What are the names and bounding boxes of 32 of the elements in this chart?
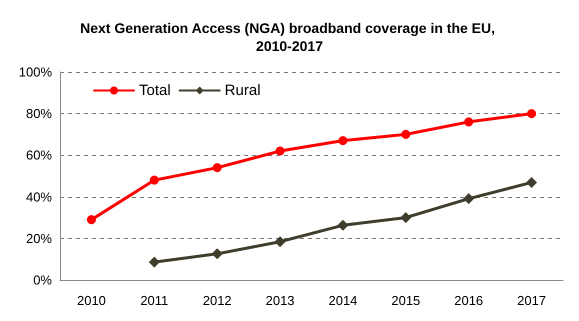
x-tick-label: 2011 [140, 293, 168, 308]
y-tick-label: 100% [18, 64, 52, 80]
point [527, 109, 536, 118]
point [212, 163, 222, 172]
y-tick-label: 0% [33, 272, 52, 288]
legend-label: Total [139, 82, 171, 99]
x-tick-label: 2013 [266, 293, 295, 308]
chart-title: Next Generation Access (NGA) broadband coverage in the EU, 2010-2017 [80, 20, 499, 54]
x-tick-label: 2010 [76, 293, 106, 308]
legend-label: Rural [224, 82, 261, 99]
point [86, 215, 96, 224]
point [463, 193, 474, 204]
x-tick-label: 2016 [454, 293, 484, 308]
point [338, 136, 348, 146]
point [212, 248, 223, 260]
point [148, 256, 160, 268]
x-tick-label: 2015 [391, 293, 420, 308]
point [276, 146, 285, 156]
y-tick-label: 60% [26, 148, 52, 163]
point [150, 176, 159, 185]
x-tick-label: 2017 [517, 293, 546, 308]
x-tick-label: 2012 [202, 293, 232, 308]
y-tick-label: 20% [26, 230, 52, 246]
x-tick-label: 2014 [328, 293, 358, 308]
point [526, 176, 538, 188]
point [274, 236, 286, 248]
point [337, 220, 348, 231]
y-tick-label: 80% [26, 106, 52, 122]
point [401, 130, 410, 139]
point [464, 117, 474, 126]
y-tick-label: 40% [26, 189, 52, 204]
point [400, 212, 412, 224]
